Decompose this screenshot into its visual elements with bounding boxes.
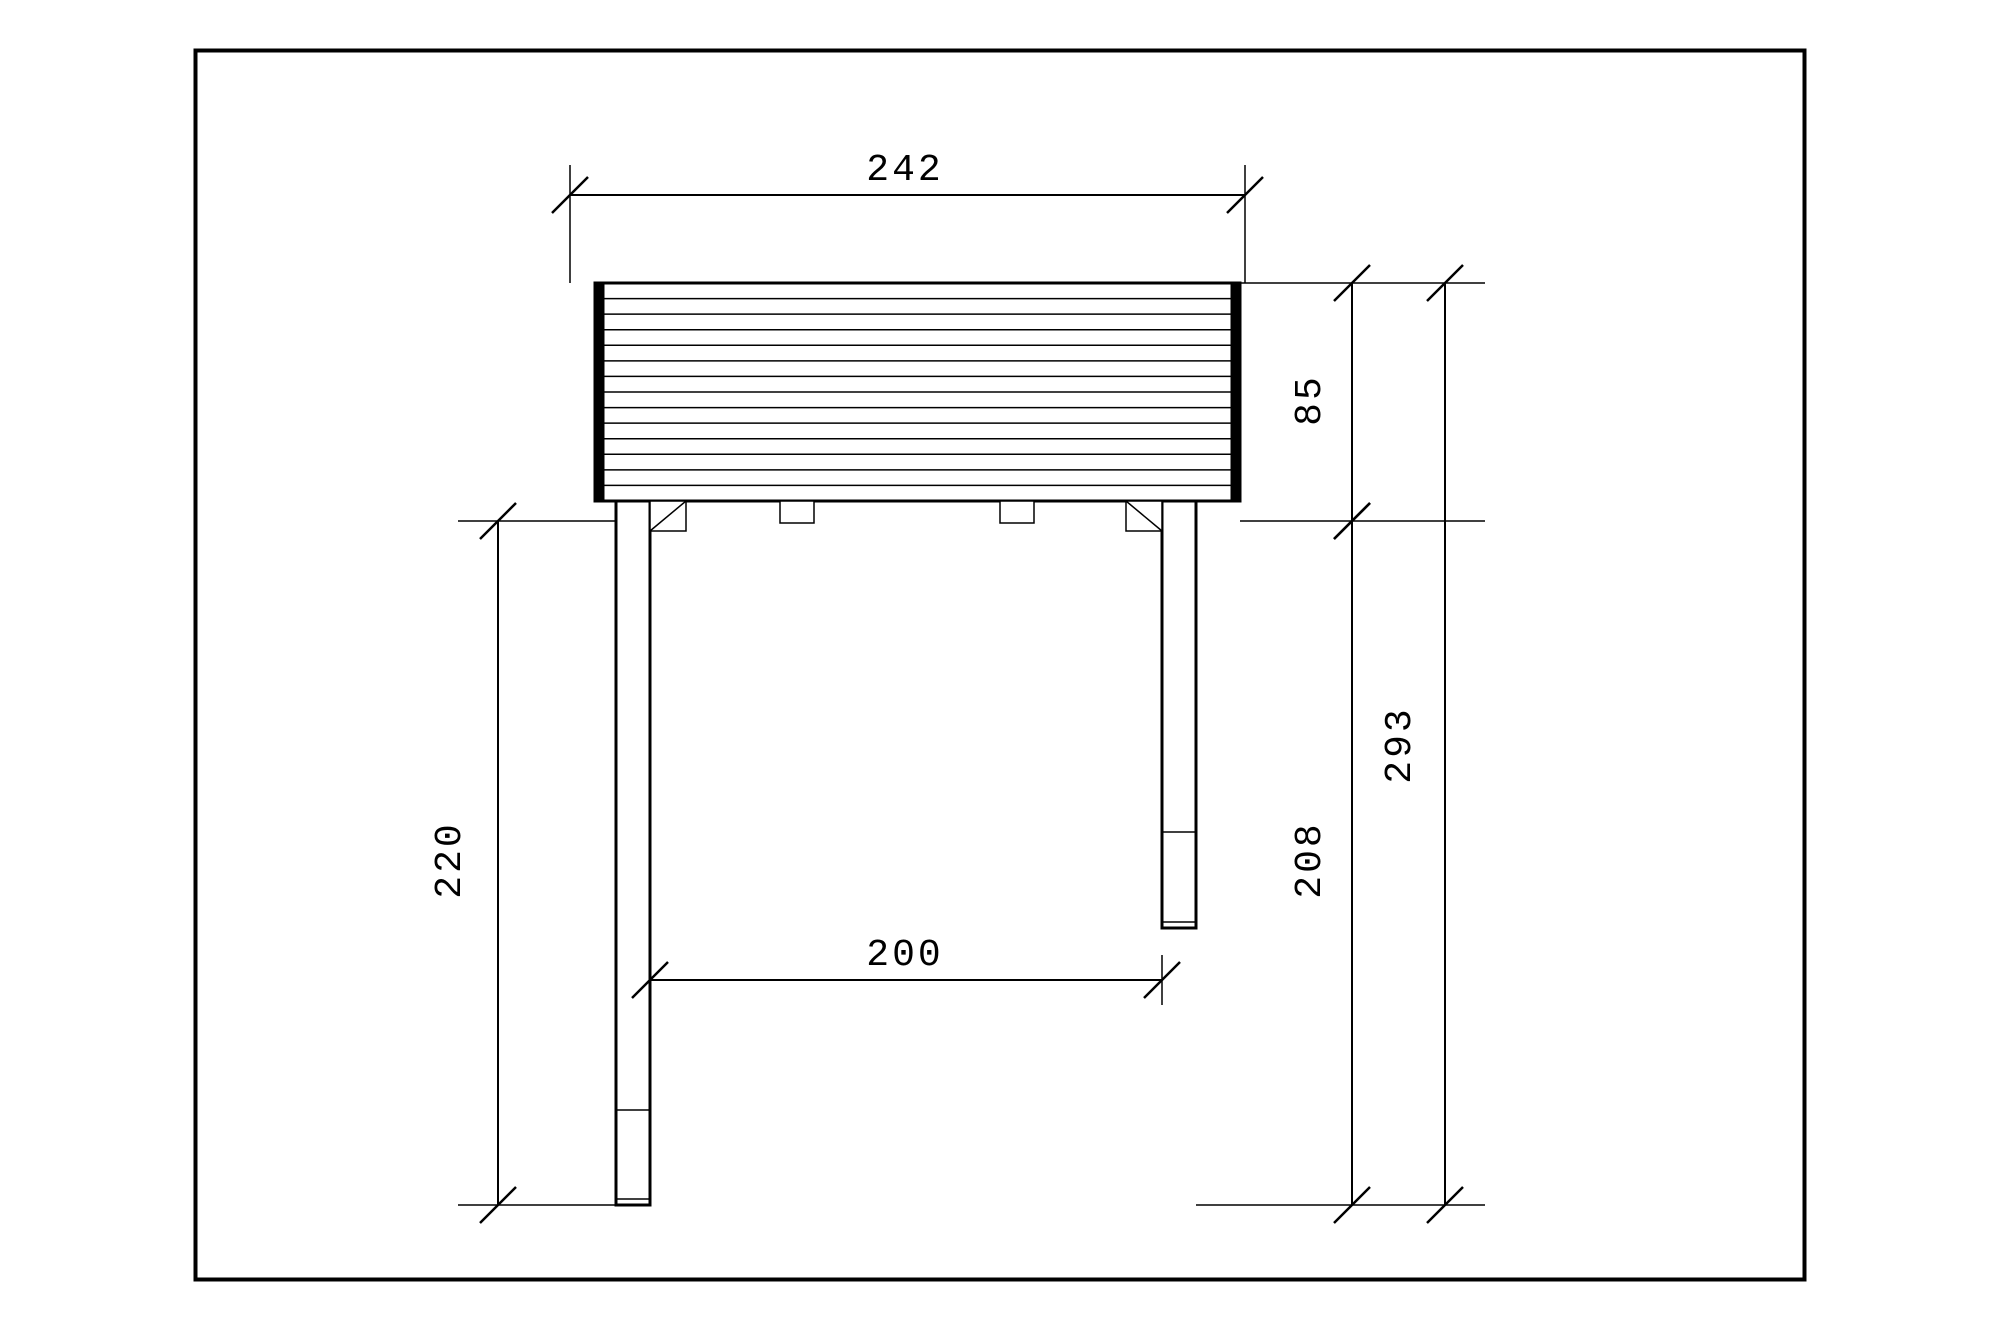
dimension-label: 200 [866,934,943,977]
dimension-label: 293 [1379,706,1422,783]
technical-drawing: 242 200 220 85 208 293 [0,0,2000,1333]
dimension-label: 242 [866,149,943,192]
dimension-label: 220 [429,821,472,898]
dimension-label: 208 [1289,821,1332,898]
dimension-label: 85 [1289,374,1332,426]
